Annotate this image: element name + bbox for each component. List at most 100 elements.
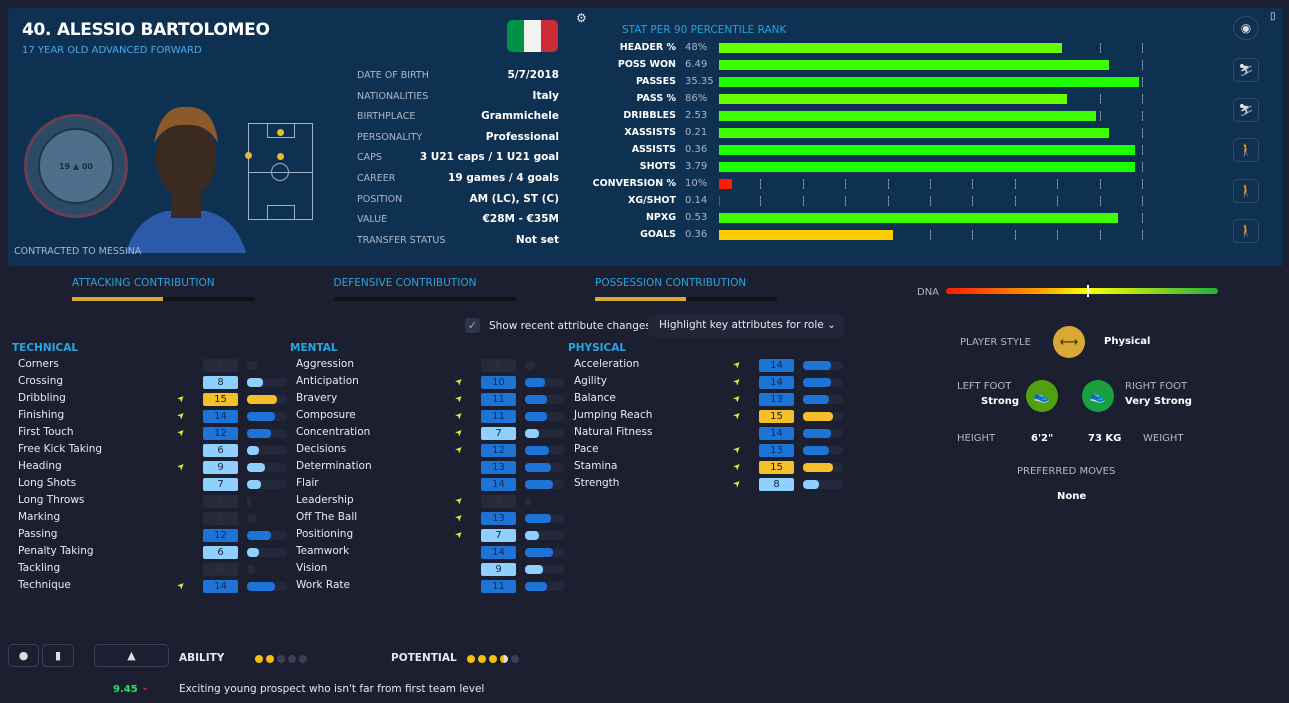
show-changes-checkbox[interactable]: ✓ — [465, 318, 480, 333]
left-boot-icon: 👟 — [1026, 380, 1058, 412]
attribute-value: 15 — [759, 461, 794, 474]
attribute-bar-fill — [803, 361, 831, 370]
stat-label: PASS % — [636, 93, 676, 104]
attribute-name: Stamina — [574, 460, 618, 472]
stat-bar-track — [719, 128, 1143, 138]
attribute-value: 13 — [481, 461, 516, 474]
distribution-button[interactable]: ▲ — [94, 644, 169, 667]
contribution-fill — [595, 297, 686, 301]
stat-bar-track — [719, 111, 1143, 121]
stat-bar — [719, 77, 1139, 87]
improving-arrow-icon: ➤ — [453, 375, 466, 389]
info-label: DATE OF BIRTH — [357, 70, 429, 81]
star-icon — [467, 655, 475, 663]
star-icon — [288, 655, 296, 663]
stat-value: 48% — [685, 42, 708, 53]
attribute-value: 8 — [759, 478, 794, 491]
stat-bar — [719, 111, 1097, 121]
improving-arrow-icon: ➤ — [175, 426, 188, 440]
attribute-bar — [247, 378, 287, 387]
stat-value: 0.36 — [685, 229, 708, 240]
attribute-value: 13 — [481, 512, 516, 525]
attribute-bar-fill — [525, 463, 551, 472]
attribute-bar — [525, 497, 565, 506]
attribute-bar-fill — [803, 446, 829, 455]
stat-label: XASSISTS — [624, 127, 676, 138]
attribute-name: Decisions — [296, 443, 347, 455]
attribute-bar-fill — [525, 480, 553, 489]
slide-stats-button[interactable]: ⛷ — [1233, 98, 1259, 122]
star-icon — [299, 655, 307, 663]
attribute-bar-fill — [247, 531, 271, 540]
improving-arrow-icon: ➤ — [731, 477, 744, 491]
info-label: TRANSFER STATUS — [357, 234, 446, 246]
gridline — [887, 196, 889, 206]
star-icon — [478, 655, 486, 663]
improving-arrow-icon: ➤ — [731, 375, 744, 389]
overview-button[interactable]: ● — [8, 644, 39, 667]
attribute-bar — [247, 446, 287, 455]
club-crest: 19 ▲ 00 — [24, 114, 128, 218]
attribute-bar — [247, 361, 287, 370]
clipboard-icon[interactable]: ▯ — [1270, 11, 1276, 22]
attribute-bar — [525, 378, 565, 387]
shooting-stats-button[interactable]: 🚶 — [1233, 219, 1259, 243]
attribute-bar — [247, 395, 287, 404]
player-subtitle: 17 YEAR OLD ADVANCED FORWARD — [22, 45, 202, 56]
improving-arrow-icon: ➤ — [731, 358, 744, 372]
dribble-stats-button[interactable]: 🚶 — [1233, 179, 1259, 203]
attribute-name: Aggression — [296, 358, 354, 370]
mental-heading: MENTAL — [290, 342, 338, 354]
attribute-value: 5 — [203, 512, 238, 525]
attribute-name: Dribbling — [18, 392, 66, 404]
tackle-stats-button[interactable]: ⛷ — [1233, 58, 1259, 82]
attribute-value: 15 — [203, 393, 238, 406]
attribute-bar — [525, 514, 565, 523]
improving-arrow-icon: ➤ — [453, 409, 466, 423]
stat-value: 6.49 — [685, 59, 708, 70]
stats-header: STAT PER 90 PERCENTILE RANK — [622, 24, 787, 36]
stat-value: 0.14 — [685, 195, 708, 206]
attribute-name: Bravery — [296, 392, 338, 404]
improving-arrow-icon: ➤ — [453, 511, 466, 525]
attribute-bar-fill — [525, 565, 543, 574]
profile-view-button[interactable]: ◉ — [1233, 16, 1259, 40]
info-value: Professional — [485, 130, 559, 143]
attribute-bar — [525, 480, 565, 489]
attribute-bar — [525, 531, 565, 540]
contribution-bar — [72, 297, 254, 301]
attribute-value: 6 — [203, 444, 238, 457]
stat-bar-track — [719, 179, 1143, 189]
attribute-bar-fill — [803, 480, 819, 489]
player-portrait — [126, 106, 246, 253]
attribute-bar-fill — [525, 531, 539, 540]
gridline — [1142, 111, 1143, 121]
gridline — [1099, 111, 1101, 121]
bar-chart-button[interactable]: ▮ — [42, 644, 74, 667]
gridline — [1099, 43, 1101, 53]
highlight-attributes-dropdown[interactable]: Highlight key attributes for role ⌄ — [648, 314, 844, 337]
attribute-bar — [247, 514, 287, 523]
attribute-name: Composure — [296, 409, 356, 421]
trend-down-icon: ⌄ — [141, 682, 150, 693]
contribution-fill — [72, 297, 163, 301]
settings-gear-icon[interactable]: ⚙ — [576, 11, 587, 25]
attribute-value: 7 — [481, 427, 516, 440]
attribute-value: 9 — [203, 461, 238, 474]
gridline — [1142, 43, 1143, 53]
attribute-bar-fill — [803, 378, 831, 387]
runner-stats-button[interactable]: 🚶 — [1233, 138, 1259, 162]
attribute-bar — [525, 582, 565, 591]
dna-label: DNA — [917, 287, 940, 298]
attribute-name: Long Throws — [18, 494, 85, 506]
attribute-value: 13 — [759, 444, 794, 457]
stat-label: NPXG — [645, 212, 676, 223]
improving-arrow-icon: ➤ — [175, 460, 188, 474]
gridline — [1099, 94, 1101, 104]
attribute-value: 11 — [481, 580, 516, 593]
stat-bar-track — [719, 145, 1143, 155]
info-value: AM (LC), ST (C) — [469, 192, 559, 205]
attribute-name: Jumping Reach — [574, 409, 653, 421]
info-label: POSITION — [357, 193, 403, 205]
attribute-value: 12 — [203, 427, 238, 440]
